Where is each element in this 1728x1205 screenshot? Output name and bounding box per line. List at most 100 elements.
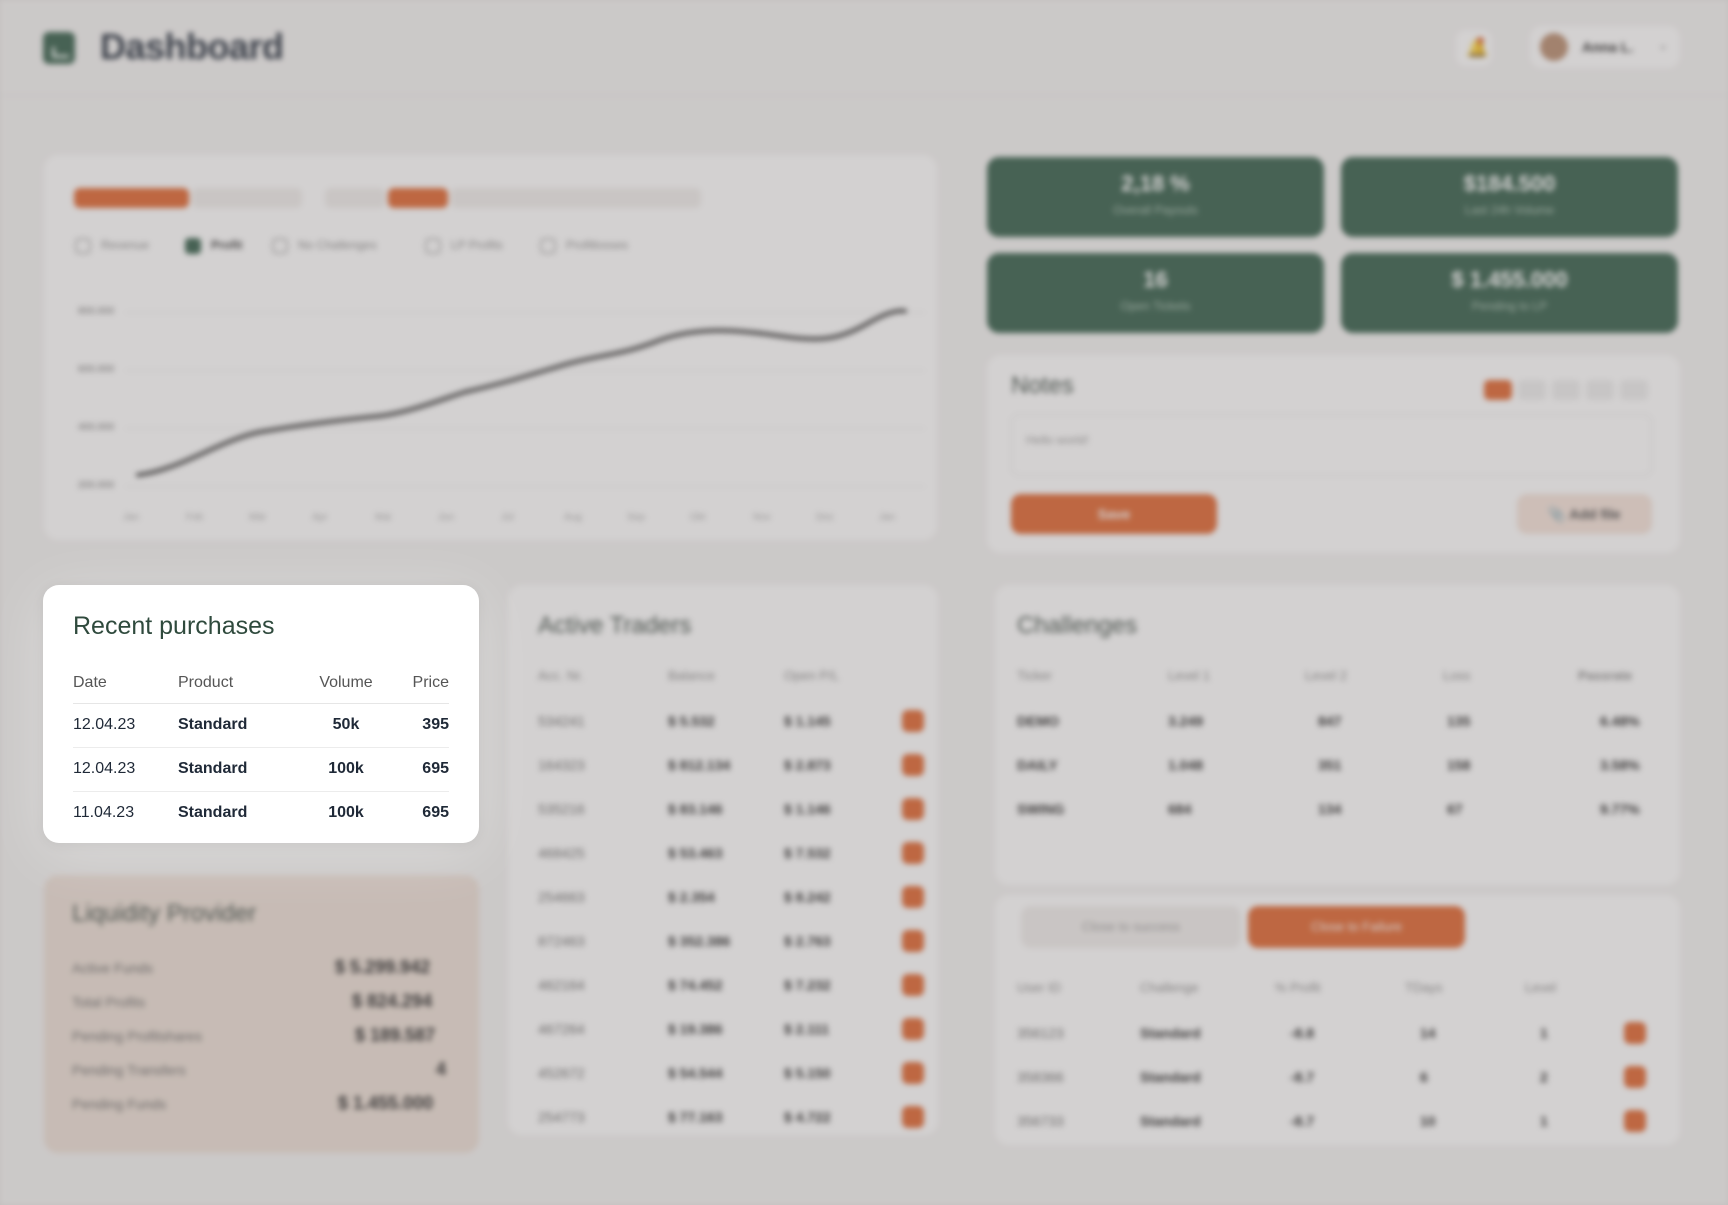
filter-lp-profits[interactable]: LP Profits [425,238,503,254]
user-name: Anna L. [1582,39,1634,55]
challenge-status-cell: 14 [1420,1025,1436,1041]
status-col-header: % Profit [1275,980,1321,995]
challenge-cell: DAILY [1017,757,1058,773]
page-title: Dashboard [100,26,284,67]
segment-all-accounts[interactable] [74,188,189,208]
tab-close-to-success[interactable]: Close to success [1021,906,1241,948]
trader-cell: $ 5.532 [668,713,715,729]
trader-cell: $ 8.242 [784,889,831,905]
range-group[interactable] [451,188,701,208]
tab-close-to-failure[interactable]: Close to Failure [1248,906,1465,948]
notes-page-3[interactable] [1552,380,1580,400]
trader-action-button[interactable] [902,974,924,996]
challenge-cell: 67 [1447,801,1463,817]
trader-cell: $ 2.111 [784,1021,830,1037]
stat-card-payouts: 2,18 % Overall Payouts [987,157,1324,237]
filter-no-challenges[interactable]: No Challenges [272,238,377,254]
trader-action-button[interactable] [902,1018,924,1040]
trader-action-button[interactable] [902,798,924,820]
trader-cell: $ 1.145 [784,713,831,729]
liquidity-provider-card [44,875,479,1153]
challenge-cell: 351 [1318,757,1342,773]
user-menu[interactable]: Anna L. ⌄ [1530,26,1680,68]
col-price: Price [391,663,449,704]
x-tick: Nov [753,512,771,523]
challenge-action-button[interactable] [1624,1066,1646,1088]
x-tick: Sep [627,512,645,523]
table-row: 12.04.23 Standard 50k 395 [73,703,449,748]
add-file-button[interactable]: 📎 Add file [1517,494,1652,534]
x-tick: Jan [123,512,140,523]
trader-cell: 254663 [538,889,585,905]
trader-cell: $ 54.544 [668,1065,723,1081]
challenges-col-header: Loss [1443,668,1471,683]
notes-page-1[interactable] [1484,380,1512,400]
trader-cell: $ 812.134 [668,757,731,773]
challenge-action-button[interactable] [1624,1110,1646,1132]
challenge-action-button[interactable] [1624,1022,1646,1044]
trader-cell: $ 74.452 [668,977,723,993]
col-date: Date [73,663,178,704]
trader-cell: $ 2.763 [784,933,831,949]
challenge-cell: 1.048 [1168,757,1204,773]
notes-page-4[interactable] [1586,380,1614,400]
lp-label: Active Funds [72,960,153,976]
challenge-status-cell: 356123 [1017,1025,1064,1041]
range-7d[interactable] [388,188,448,208]
status-col-header: TDays [1405,980,1443,995]
trader-action-button[interactable] [902,710,924,732]
notification-dot [1477,37,1484,44]
challenge-status-cell: 1 [1540,1025,1548,1041]
challenge-status-cell: 1 [1540,1113,1548,1129]
cell-product: Standard [178,703,301,748]
recent-purchases-title: Recent purchases [73,612,275,640]
trader-action-button[interactable] [902,886,924,908]
trader-action-button[interactable] [902,1106,924,1128]
cell-date: 11.04.23 [73,804,135,822]
lp-value: $ 189.587 [355,1025,436,1045]
segment-besitzer[interactable] [192,188,302,208]
status-col-header: Challenge [1140,980,1199,995]
filter-profit[interactable]: Profit [185,238,242,254]
challenge-status-cell: 6 [1420,1069,1428,1085]
trader-action-button[interactable] [902,1062,924,1084]
trader-cell: $ 83.146 [668,801,723,817]
traders-col-header: Acc. Nr. [538,668,584,683]
cell-price: 395 [391,703,449,748]
cell-product: Standard [178,747,301,792]
col-product: Product [178,663,301,704]
lp-value: $ 1.455.000 [338,1093,434,1113]
traders-col-header: Balance [668,668,715,683]
trader-action-button[interactable] [902,930,924,952]
notification-button[interactable]: 🔔 [1456,30,1492,66]
trader-cell: 462164 [538,977,585,993]
trader-action-button[interactable] [902,842,924,864]
notes-textarea[interactable]: Hello world! [1011,414,1652,476]
y-tick: 400.000 [78,422,115,433]
x-tick: Mai [375,512,392,523]
trader-cell: 468425 [538,845,585,861]
lp-label: Pending Transfers [72,1062,186,1078]
filter-profitlosses[interactable]: Profitlosses [540,238,628,254]
status-col-header: Level [1525,980,1557,995]
trader-cell: $ 1.146 [784,801,831,817]
challenge-status-cell: -8.8 [1290,1025,1315,1041]
y-tick: 200.000 [78,480,115,491]
top-header: Dashboard 🔔 Anna L. ⌄ [0,0,1728,96]
range-1h[interactable] [325,188,385,208]
notes-page-2[interactable] [1518,380,1546,400]
challenge-cell: 684 [1168,801,1192,817]
lp-value: $ 824.294 [352,991,433,1011]
save-button[interactable]: Save [1011,494,1217,534]
trader-cell: 452672 [538,1065,585,1081]
challenge-status-cell: 10 [1420,1113,1436,1129]
trader-cell: 254773 [538,1109,585,1125]
trader-action-button[interactable] [902,754,924,776]
filter-revenue[interactable]: Revenue [75,238,149,254]
x-tick: Okt [690,512,706,523]
challenge-status-cell: Standard [1140,1025,1201,1041]
notes-page-5[interactable] [1620,380,1648,400]
trader-cell: $ 7.232 [784,977,831,993]
trader-cell: $ 352.386 [668,933,731,949]
x-tick: Aug [564,512,582,523]
